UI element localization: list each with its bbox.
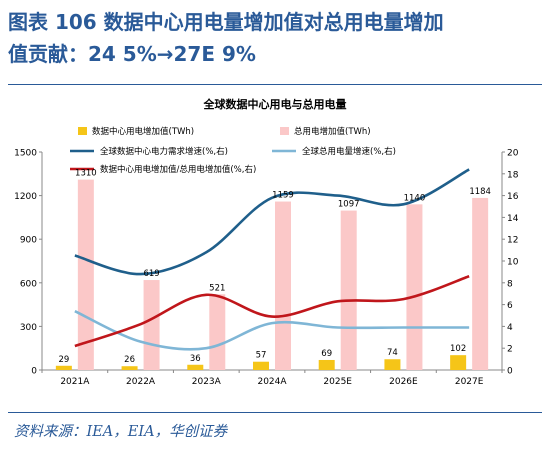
data-label: 1097: [338, 200, 360, 210]
data-label: 29: [58, 355, 69, 365]
bar: [77, 179, 94, 370]
legend-label: 数据中心用电增加值/总用电增加值(%,右): [100, 164, 256, 175]
data-label: 1310: [75, 169, 97, 179]
bar: [406, 204, 423, 370]
data-label: 36: [190, 354, 201, 364]
right-tick-label: 14: [507, 214, 519, 224]
bottom-divider: [8, 412, 542, 413]
right-tick-label: 8: [507, 279, 513, 289]
x-tick-label: 2025E: [323, 377, 352, 387]
right-tick-label: 0: [507, 367, 513, 377]
x-tick-label: 2022A: [126, 377, 156, 387]
data-label: 521: [209, 283, 225, 293]
series-line: [74, 275, 470, 348]
figure-title-line2: 值贡献：24 5%→27E 9%: [8, 42, 256, 66]
bar: [253, 361, 269, 370]
left-tick-label: 1200: [14, 192, 37, 202]
series-line: [74, 168, 470, 276]
data-label: 1159: [272, 191, 294, 201]
left-tick-label: 1500: [14, 149, 37, 159]
bar: [450, 355, 467, 370]
data-label: 1140: [404, 193, 426, 203]
legend-label: 全球数据中心电力需求增速(%,右): [100, 146, 228, 157]
chart-data-labels: 29 26 36 57 69 74 102 1310 619 521 1159 1097 1140 118…: [58, 169, 491, 366]
bar: [384, 359, 401, 370]
bar: [275, 201, 291, 370]
right-tick-label: 6: [507, 301, 513, 311]
x-tick-label: 2027E: [455, 377, 484, 387]
legend-swatch: [78, 127, 87, 135]
data-label: 57: [256, 351, 267, 361]
bar: [55, 365, 72, 370]
bar: [340, 210, 357, 370]
right-tick-label: 12: [507, 236, 518, 246]
left-tick-label: 300: [20, 323, 37, 333]
left-tick-label: 600: [20, 279, 37, 289]
right-tick-label: 18: [507, 170, 519, 180]
bar: [209, 294, 226, 370]
bar: [318, 359, 335, 370]
series-line: [74, 309, 470, 351]
legend-label: 数据中心用电增加值(TWh): [92, 126, 194, 137]
figure-title-line1: 图表 106 数据中心用电量增加值对总用电量增加: [8, 10, 444, 34]
right-tick-label: 20: [507, 149, 519, 159]
top-divider: [8, 84, 542, 85]
data-label: 74: [387, 348, 398, 358]
data-label: 69: [321, 349, 332, 359]
x-tick-label: 2024A: [257, 377, 287, 387]
chart-bars: [55, 179, 489, 370]
x-tick-label: 2023A: [192, 377, 222, 387]
figure-title: 图表 106 数据中心用电量增加值对总用电量增加 值贡献：24 5%→27E 9…: [8, 6, 544, 70]
bar: [121, 366, 138, 370]
chart-axes: 0 300 600 900 1200 1500 0 2 4 6 8 10 12 14 16 18 20 2021A…: [14, 149, 519, 388]
chart-title: 全球数据中心用电与总用电量: [203, 97, 347, 111]
bar: [143, 280, 160, 370]
bar: [472, 197, 489, 370]
right-tick-label: 16: [507, 192, 519, 202]
data-label: 102: [450, 344, 466, 354]
right-tick-label: 2: [507, 345, 513, 355]
right-tick-label: 10: [507, 258, 519, 268]
chart-legend: 数据中心用电增加值(TWh) 总用电增加值(TWh) 全球数据中心电力需求增速(%,…: [70, 126, 396, 175]
chart-lines: [74, 168, 470, 351]
combo-chart: 全球数据中心用电与总用电量 数据中心用电增加值(TWh) 总用电增加值(TWh) 全…: [14, 97, 519, 388]
bar: [187, 364, 204, 370]
right-tick-label: 4: [507, 323, 513, 333]
data-label: 619: [143, 269, 159, 279]
x-tick-label: 2021A: [60, 377, 90, 387]
data-label: 1184: [469, 187, 491, 197]
legend-label: 全球总用电量增速(%,右): [302, 146, 396, 157]
left-tick-label: 900: [20, 236, 37, 246]
legend-swatch: [280, 127, 289, 135]
left-tick-label: 0: [31, 367, 37, 377]
legend-label: 总用电增加值(TWh): [294, 126, 371, 137]
x-tick-label: 2026E: [389, 377, 418, 387]
data-label: 26: [124, 355, 135, 365]
source-note: 资料来源：IEA，EIA，华创证券: [14, 424, 228, 440]
